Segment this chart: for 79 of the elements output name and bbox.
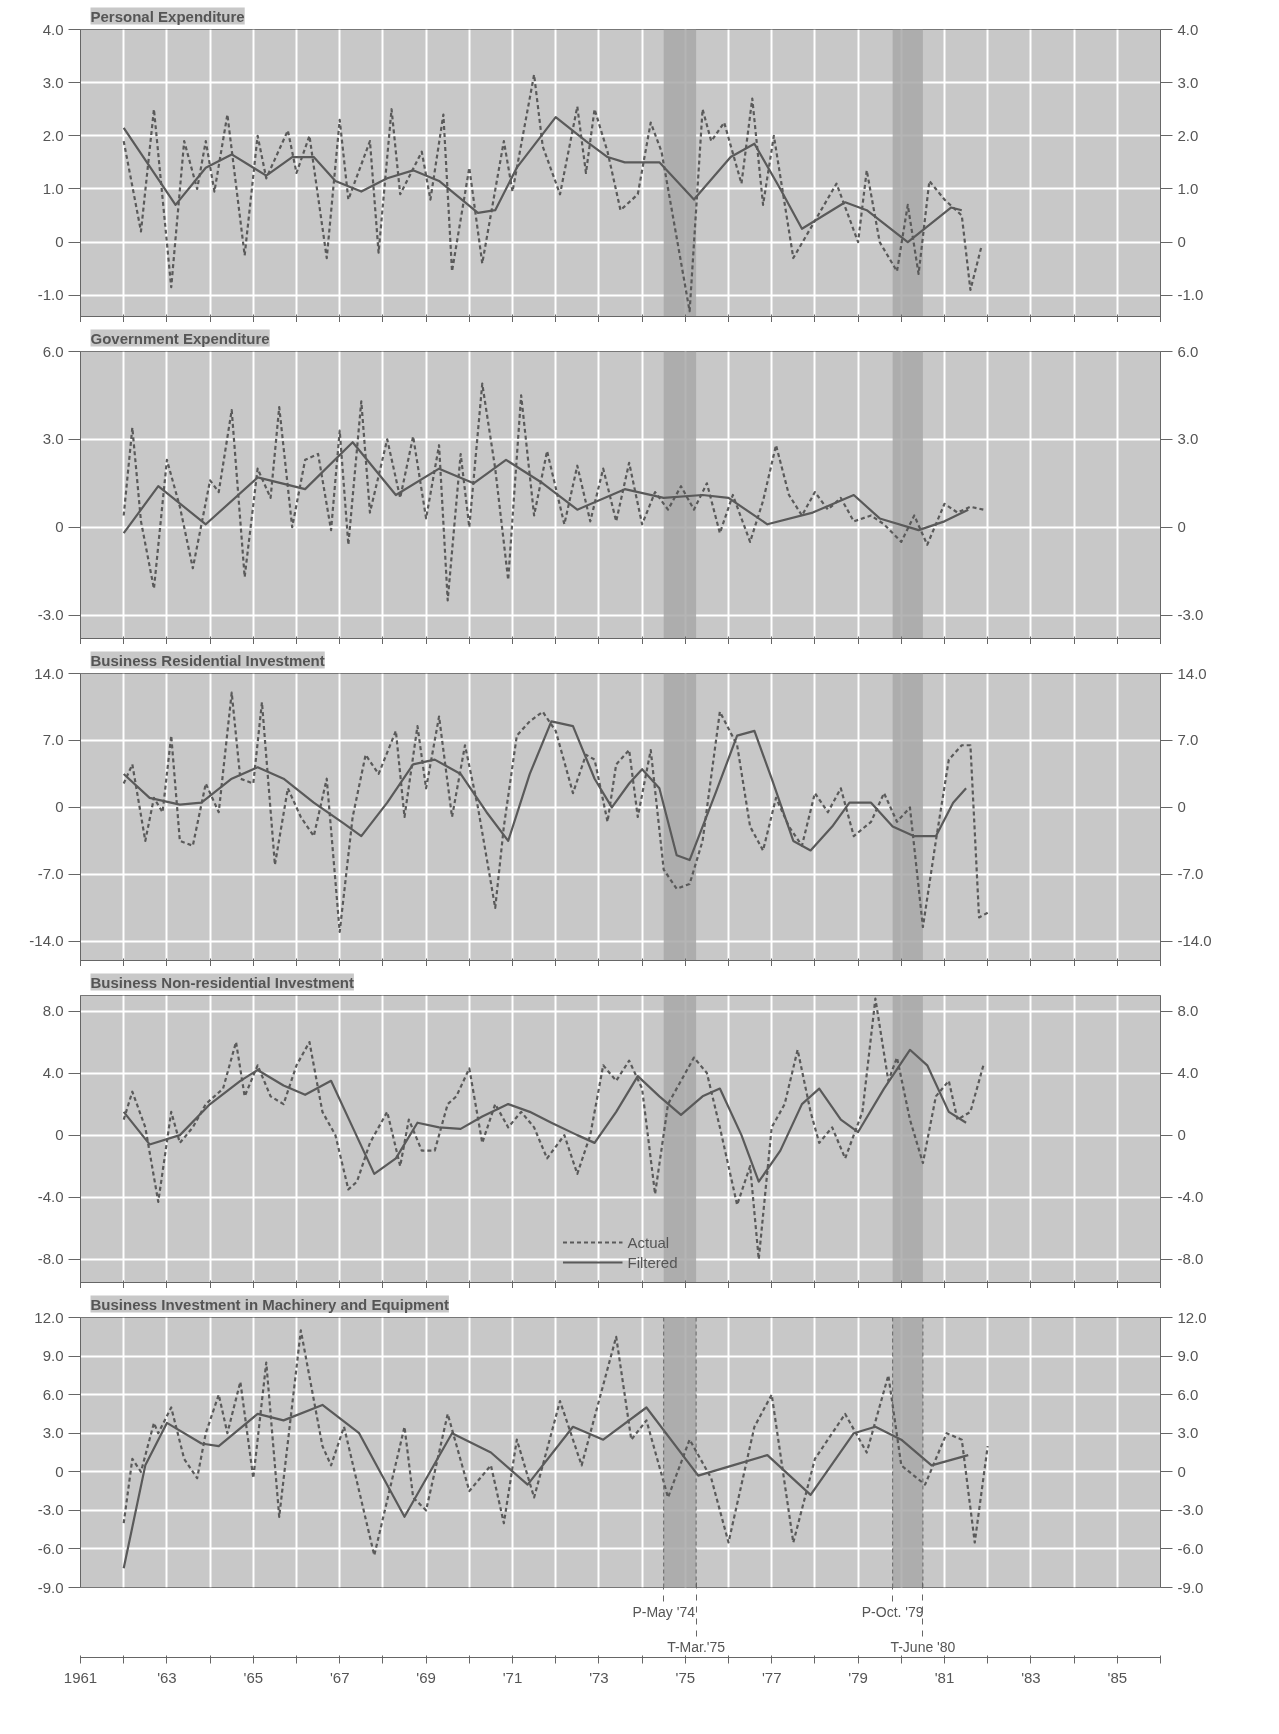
- y-tick-label: -4.0: [37, 1188, 64, 1206]
- x-tick-label: '83: [1021, 1668, 1041, 1686]
- y-tick-label: 0: [55, 233, 64, 251]
- y-tick-label: -1.0: [37, 286, 64, 304]
- y2-tick-label: 0: [1177, 798, 1186, 816]
- y2-tick-label: 3.0: [1177, 1424, 1199, 1442]
- y-tick-label: 0: [55, 1462, 64, 1480]
- x-tick-label: '67: [329, 1668, 350, 1686]
- y-tick-label: -14.0: [29, 932, 64, 950]
- y2-tick-label: -8.0: [1177, 1250, 1204, 1268]
- y-tick-label: -6.0: [37, 1539, 64, 1557]
- y-tick-label: 6.0: [42, 342, 64, 360]
- y-tick-label: -3.0: [37, 1501, 64, 1519]
- y2-tick-label: -4.0: [1177, 1188, 1204, 1206]
- y-tick-label: 3.0: [42, 1424, 64, 1442]
- y-tick-label: -8.0: [37, 1250, 64, 1268]
- x-tick-label: '79: [848, 1668, 868, 1686]
- chart-title: Government Expenditure: [90, 329, 270, 347]
- y2-tick-label: 0: [1177, 518, 1186, 536]
- ref-line-label: P-May '74: [632, 1603, 696, 1620]
- y2-tick-label: -9.0: [1177, 1578, 1204, 1596]
- y-tick-label: 2.0: [42, 126, 64, 144]
- y2-tick-label: 4.0: [1177, 1064, 1199, 1082]
- x-tick-label: '81: [934, 1668, 955, 1686]
- x-tick-label: '73: [589, 1668, 609, 1686]
- chart-title: Business Investment in Machinery and Equipment: [90, 1295, 449, 1313]
- x-tick-label: '77: [761, 1668, 782, 1686]
- y-tick-label: 12.0: [34, 1308, 64, 1326]
- x-tick-label: '63: [157, 1668, 177, 1686]
- x-tick-label: '69: [416, 1668, 436, 1686]
- y-tick-label: 6.0: [42, 1385, 64, 1403]
- y2-tick-label: 3.0: [1177, 73, 1199, 91]
- y2-tick-label: 9.0: [1177, 1347, 1199, 1365]
- y2-tick-label: 14.0: [1177, 664, 1207, 682]
- legend-label: Filtered: [627, 1253, 678, 1271]
- x-tick-label: '65: [243, 1668, 264, 1686]
- ref-line-label: T-June '80: [890, 1638, 956, 1655]
- y2-tick-label: 0: [1177, 1126, 1186, 1144]
- y2-tick-label: 8.0: [1177, 1002, 1199, 1020]
- y2-tick-label: -6.0: [1177, 1539, 1204, 1557]
- y-tick-label: 0: [55, 518, 64, 536]
- chart-title: Personal Expenditure: [90, 7, 245, 25]
- x-tick-label: '71: [502, 1668, 523, 1686]
- y-tick-label: 1.0: [42, 179, 64, 197]
- y2-tick-label: -14.0: [1177, 932, 1212, 950]
- y-tick-label: -9.0: [37, 1578, 64, 1596]
- chart-title: Business Residential Investment: [90, 651, 325, 669]
- y2-tick-label: 0: [1177, 1462, 1186, 1480]
- y2-tick-label: -3.0: [1177, 606, 1204, 624]
- y2-tick-label: -7.0: [1177, 865, 1204, 883]
- y-tick-label: 4.0: [42, 20, 64, 38]
- y2-tick-label: 12.0: [1177, 1308, 1207, 1326]
- y2-tick-label: 4.0: [1177, 20, 1199, 38]
- x-tick-label: '85: [1107, 1668, 1128, 1686]
- y2-tick-label: 1.0: [1177, 179, 1199, 197]
- ref-line-label: T-Mar.'75: [667, 1638, 726, 1655]
- x-tick-label: 1961: [63, 1668, 98, 1686]
- chart-title: Business Non-residential Investment: [90, 973, 354, 991]
- y2-tick-label: 6.0: [1177, 1385, 1199, 1403]
- legend-label: Actual: [627, 1233, 670, 1251]
- y-tick-label: 14.0: [34, 664, 64, 682]
- y2-tick-label: 3.0: [1177, 430, 1199, 448]
- y-tick-label: -3.0: [37, 606, 64, 624]
- y-tick-label: 0: [55, 1126, 64, 1144]
- y-tick-label: 8.0: [42, 1002, 64, 1020]
- y-tick-label: 0: [55, 798, 64, 816]
- y2-tick-label: 2.0: [1177, 126, 1199, 144]
- y2-tick-label: -3.0: [1177, 1501, 1204, 1519]
- y-tick-label: 7.0: [42, 731, 64, 749]
- y2-tick-label: 7.0: [1177, 731, 1199, 749]
- y2-tick-label: 0: [1177, 233, 1186, 251]
- y-tick-label: 4.0: [42, 1064, 64, 1082]
- y2-tick-label: 6.0: [1177, 342, 1199, 360]
- y-tick-label: -7.0: [37, 865, 64, 883]
- y-tick-label: 9.0: [42, 1347, 64, 1365]
- y-tick-label: 3.0: [42, 73, 64, 91]
- x-tick-label: '75: [675, 1668, 696, 1686]
- y2-tick-label: -1.0: [1177, 286, 1204, 304]
- y-tick-label: 3.0: [42, 430, 64, 448]
